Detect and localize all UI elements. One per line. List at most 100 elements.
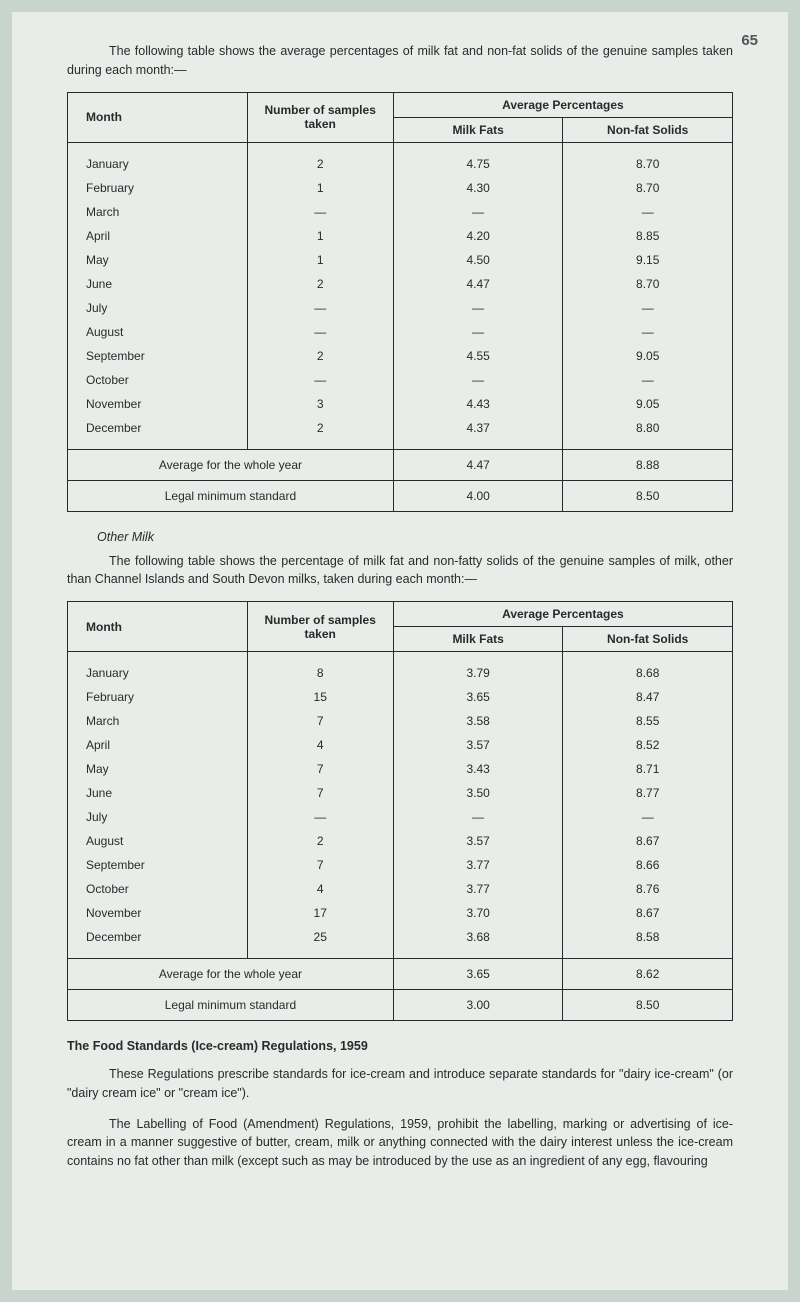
table-row: May14.509.15 [68,248,733,272]
cell-non-fat: 8.52 [563,733,733,757]
cell-milk-fats: 3.77 [393,853,563,877]
table-row: September73.778.66 [68,853,733,877]
cell-samples: 3 [247,392,393,416]
cell-milk-fats: 3.79 [393,652,563,686]
cell-samples: 4 [247,733,393,757]
cell-non-fat: — [563,368,733,392]
cell-samples: 7 [247,781,393,805]
milk-table-2: Month Number of samples taken Average Pe… [67,601,733,1021]
cell-samples: — [247,200,393,224]
th-samples: Number of samples taken [247,602,393,652]
cell-non-fat: 8.71 [563,757,733,781]
cell-samples: 2 [247,416,393,450]
cell-milk-fats: 3.43 [393,757,563,781]
cell-month: November [68,901,248,925]
cell-non-fat: — [563,296,733,320]
page-number: 65 [741,32,758,49]
cell-milk-fats: 3.50 [393,781,563,805]
cell-milk-fats: — [393,368,563,392]
cell-month: September [68,853,248,877]
cell-non-fat: 8.70 [563,272,733,296]
cell-samples: 17 [247,901,393,925]
table-row: June73.508.77 [68,781,733,805]
table-row: December24.378.80 [68,416,733,450]
table-row: March73.588.55 [68,709,733,733]
th-avg-group: Average Percentages [393,92,732,117]
cell-non-fat: 8.68 [563,652,733,686]
cell-non-fat: 8.70 [563,176,733,200]
cell-month: October [68,877,248,901]
cell-milk-fats: 4.30 [393,176,563,200]
cell-samples: 2 [247,829,393,853]
cell-samples: 2 [247,272,393,296]
legal-nf: 8.50 [563,480,733,511]
cell-month: February [68,685,248,709]
legal-label: Legal minimum standard [68,480,394,511]
table-row: April43.578.52 [68,733,733,757]
legal-mf: 3.00 [393,990,563,1021]
th-milk-fats: Milk Fats [393,627,563,652]
legal-mf: 4.00 [393,480,563,511]
table-row: October43.778.76 [68,877,733,901]
cell-samples: 1 [247,224,393,248]
cell-month: March [68,709,248,733]
food-standards-heading: The Food Standards (Ice-cream) Regulatio… [67,1039,733,1053]
th-milk-fats: Milk Fats [393,117,563,142]
th-non-fat: Non-fat Solids [563,117,733,142]
cell-milk-fats: 4.47 [393,272,563,296]
cell-month: June [68,781,248,805]
avg-mf: 3.65 [393,959,563,990]
cell-non-fat: 8.76 [563,877,733,901]
cell-non-fat: 8.80 [563,416,733,450]
cell-milk-fats: — [393,296,563,320]
table-row: May73.438.71 [68,757,733,781]
table2-avg-row: Average for the whole year 3.65 8.62 [68,959,733,990]
legal-label: Legal minimum standard [68,990,394,1021]
table-row: February153.658.47 [68,685,733,709]
paragraph-4: The Labelling of Food (Amendment) Regula… [67,1115,733,1171]
cell-milk-fats: — [393,200,563,224]
cell-non-fat: 8.85 [563,224,733,248]
cell-milk-fats: 3.77 [393,877,563,901]
cell-non-fat: 8.67 [563,829,733,853]
cell-milk-fats: 4.43 [393,392,563,416]
cell-non-fat: 9.15 [563,248,733,272]
table-row: June24.478.70 [68,272,733,296]
th-samples: Number of samples taken [247,92,393,142]
cell-month: February [68,176,248,200]
cell-samples: 2 [247,344,393,368]
table2-legal-row: Legal minimum standard 3.00 8.50 [68,990,733,1021]
cell-month: May [68,757,248,781]
cell-month: June [68,272,248,296]
cell-month: September [68,344,248,368]
table-row: January24.758.70 [68,142,733,176]
cell-month: October [68,368,248,392]
avg-mf: 4.47 [393,449,563,480]
cell-non-fat: 8.55 [563,709,733,733]
document-page: 65 The following table shows the average… [12,12,788,1290]
table-row: September24.559.05 [68,344,733,368]
cell-non-fat: 8.77 [563,781,733,805]
th-avg-group: Average Percentages [393,602,732,627]
table-row: November173.708.67 [68,901,733,925]
cell-non-fat: — [563,805,733,829]
cell-milk-fats: 4.55 [393,344,563,368]
cell-milk-fats: — [393,805,563,829]
paragraph-3: These Regulations prescribe standards fo… [67,1065,733,1103]
cell-samples: — [247,320,393,344]
avg-nf: 8.62 [563,959,733,990]
cell-milk-fats: 4.75 [393,142,563,176]
cell-non-fat: 8.47 [563,685,733,709]
cell-milk-fats: 3.57 [393,829,563,853]
milk-table-1: Month Number of samples taken Average Pe… [67,92,733,512]
cell-month: November [68,392,248,416]
cell-non-fat: 8.66 [563,853,733,877]
cell-month: December [68,925,248,959]
table-row: November34.439.05 [68,392,733,416]
table-row: January83.798.68 [68,652,733,686]
cell-non-fat: — [563,200,733,224]
cell-month: July [68,296,248,320]
cell-samples: 2 [247,142,393,176]
th-non-fat: Non-fat Solids [563,627,733,652]
cell-milk-fats: 4.50 [393,248,563,272]
